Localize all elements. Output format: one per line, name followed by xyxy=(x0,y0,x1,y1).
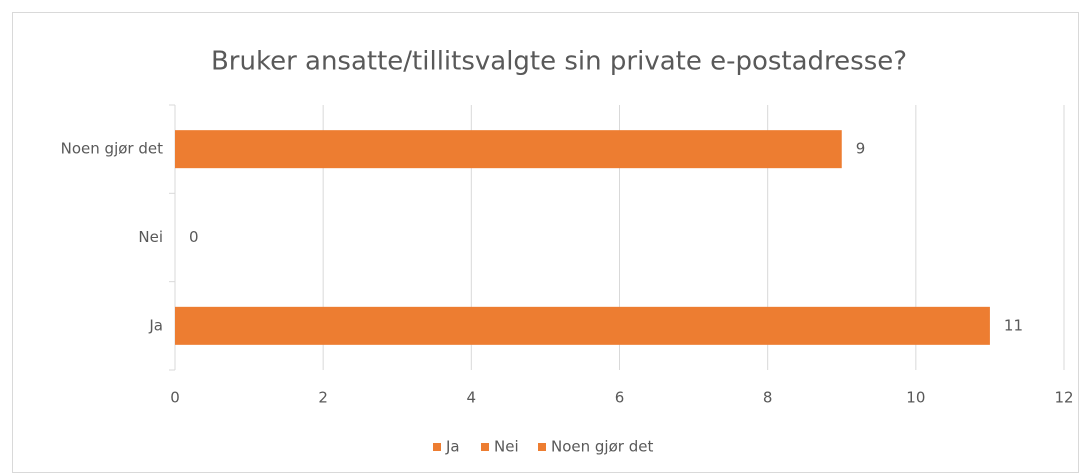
x-tick-label: 2 xyxy=(318,389,328,407)
legend-label: Noen gjør det xyxy=(551,438,653,456)
x-tick-label: 4 xyxy=(467,389,477,407)
bar xyxy=(175,130,842,169)
legend-label: Ja xyxy=(445,438,460,456)
bar xyxy=(175,306,990,345)
chart-title: Bruker ansatte/tillitsvalgte sin private… xyxy=(211,47,907,77)
data-label: 9 xyxy=(856,140,866,158)
data-label: 0 xyxy=(189,228,199,246)
x-tick-label: 8 xyxy=(763,389,773,407)
x-tick-label: 12 xyxy=(1054,389,1073,407)
y-tick-label: Nei xyxy=(138,228,163,246)
y-tick-label: Ja xyxy=(148,316,163,334)
legend-label: Nei xyxy=(494,438,519,456)
y-tick-label: Noen gjør det xyxy=(61,140,163,158)
data-label: 11 xyxy=(1004,316,1023,334)
legend-swatch xyxy=(481,443,489,451)
x-tick-label: 10 xyxy=(906,389,925,407)
chart-frame xyxy=(12,12,1079,473)
legend-swatch xyxy=(538,443,546,451)
x-tick-label: 0 xyxy=(170,389,180,407)
legend-swatch xyxy=(433,443,441,451)
x-tick-label: 6 xyxy=(615,389,625,407)
